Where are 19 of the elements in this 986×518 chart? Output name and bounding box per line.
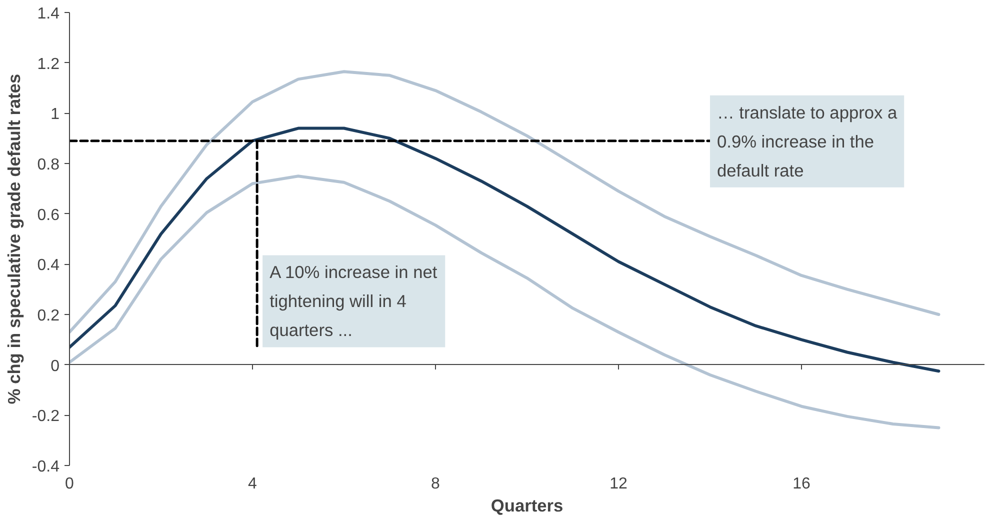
x-axis-title: Quarters xyxy=(490,496,564,516)
y-tick-label: -0.2 xyxy=(32,408,60,426)
y-tick-label: 1.2 xyxy=(37,56,60,73)
x-tick-label: 0 xyxy=(65,476,74,492)
y-tick-label: 0.6 xyxy=(37,206,60,224)
y-tick-label: 0 xyxy=(50,358,60,375)
x-tick-label: 12 xyxy=(610,476,628,492)
y-tick-label: 0.4 xyxy=(37,257,60,274)
x-tick-label: 16 xyxy=(792,476,810,492)
x-tick-label: 4 xyxy=(248,476,258,492)
y-axis-title: % chg in speculative grade default rates xyxy=(4,74,24,404)
y-tick-label: 0.2 xyxy=(37,308,60,324)
y-tick-label: 1.4 xyxy=(37,6,60,22)
y-tick-label: 0.8 xyxy=(37,156,60,174)
annotation: … translate to approx a 0.9% increase in the default rate xyxy=(717,102,898,180)
x-tick-label: 8 xyxy=(431,476,440,492)
annotation: A 10% increase in net tightening will in 4 quarters ... xyxy=(270,262,438,340)
y-tick-label: 1 xyxy=(50,106,60,124)
y-tick-label: -0.4 xyxy=(32,458,60,476)
